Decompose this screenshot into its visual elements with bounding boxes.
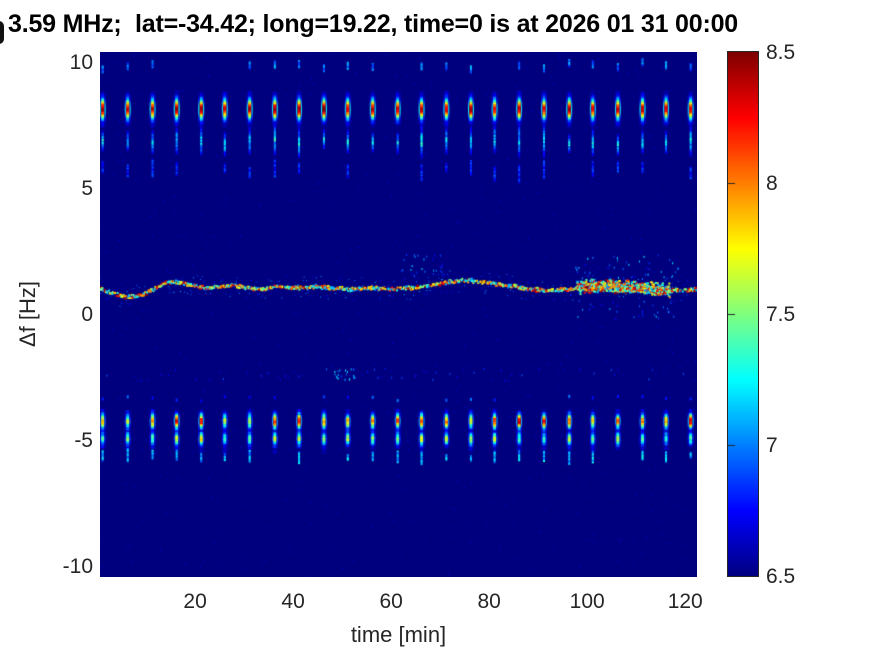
x-tick-label: 100	[569, 590, 605, 613]
y-tick-label: 5	[81, 177, 93, 201]
y-tick-label: -10	[62, 554, 93, 578]
x-tick-label: 40	[281, 590, 305, 613]
colorbar-tick-label: 7.5	[766, 302, 796, 326]
x-tick-label: 60	[379, 590, 403, 613]
chart-title: 3.59 MHz; lat=-34.42; long=19.22, time=0…	[8, 10, 738, 38]
x-tick-label: 80	[477, 590, 501, 613]
colorbar-tick-label: 7	[766, 433, 778, 457]
y-tick-label: -5	[74, 428, 93, 452]
x-tick-label: 20	[183, 590, 207, 613]
colorbar-tick-label: 6.5	[766, 564, 796, 588]
spectrogram-heatmap	[100, 52, 697, 577]
colorbar-tick-label: 8	[766, 171, 778, 195]
y-tick-label: 0	[81, 303, 93, 326]
x-tick-label: 120	[667, 590, 703, 613]
clipped-title-character-fragment	[0, 21, 4, 44]
colorbar-tick-label: 8.5	[766, 40, 796, 64]
colorbar-gradient	[727, 51, 759, 577]
y-tick-label: 10	[69, 51, 93, 75]
x-axis-label: time [min]	[350, 622, 447, 647]
